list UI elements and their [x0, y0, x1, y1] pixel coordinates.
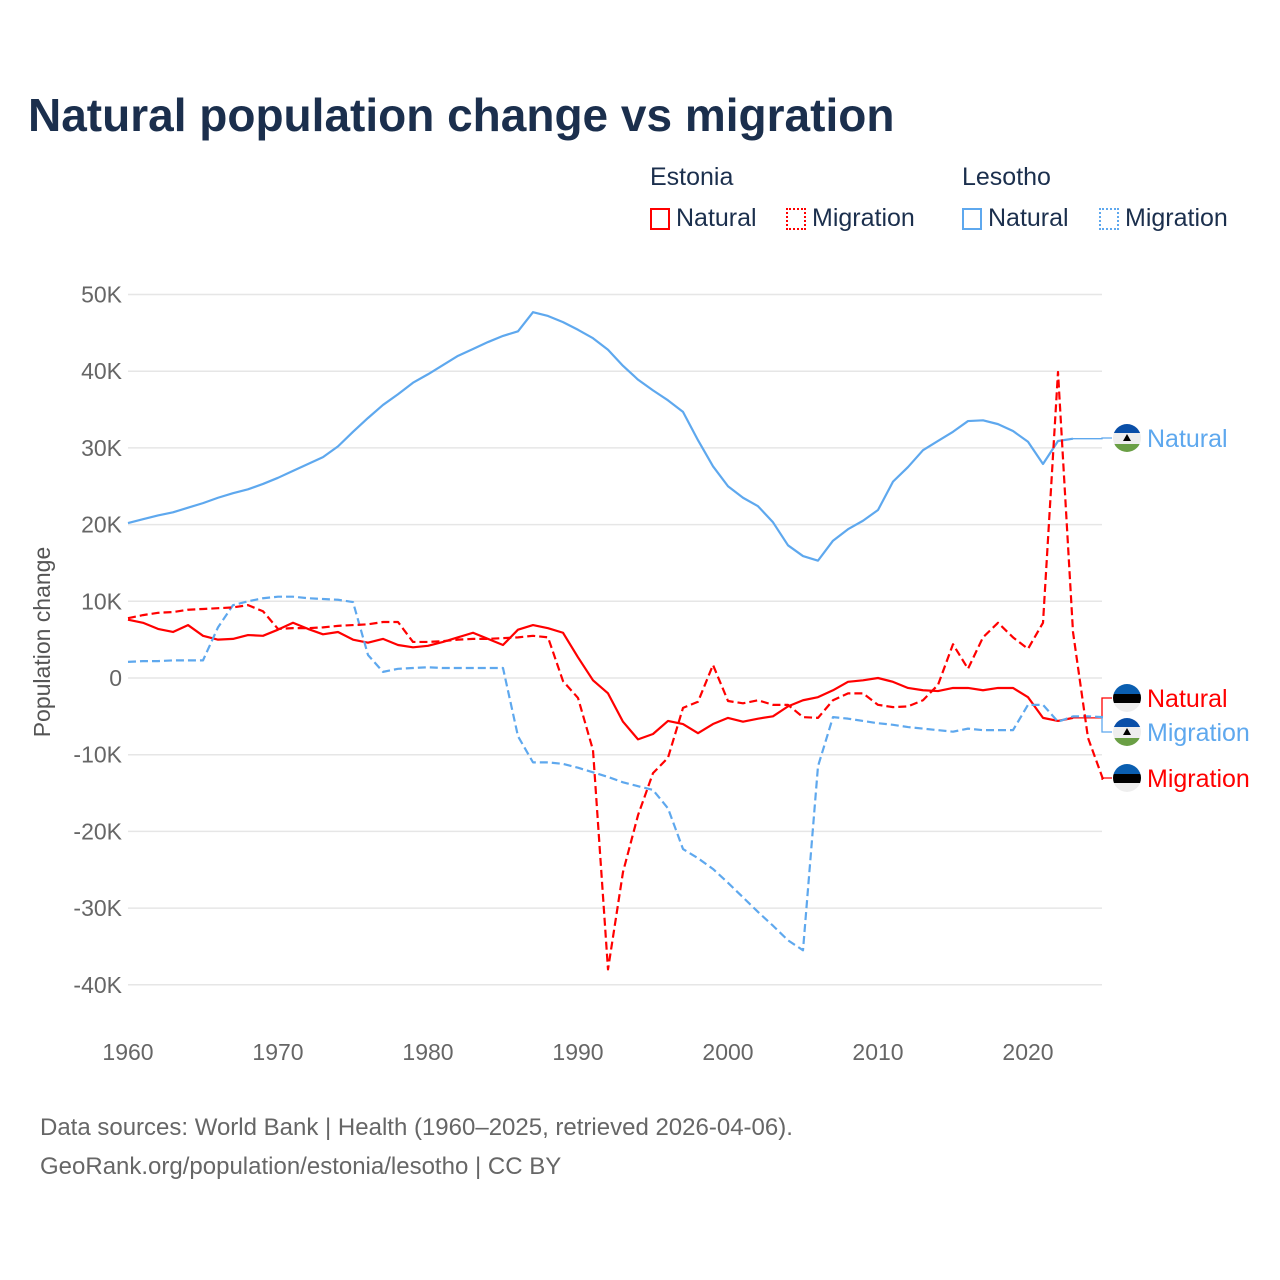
label-leader: [1073, 697, 1112, 719]
legend-swatch-dotted: [786, 207, 806, 230]
source-link[interactable]: GeoRank.org/population/estonia/lesotho |…: [40, 1153, 562, 1180]
label-leader: [1073, 437, 1112, 440]
series-end-label: Migration: [1147, 719, 1250, 747]
legend-estonia-natural[interactable]: Natural: [650, 204, 757, 233]
legend-swatch-dotted: [1099, 207, 1119, 230]
series-line-lesotho-natural: [127, 311, 1074, 562]
line-chart: Population change 50K 40K 30K 20K 10K 0 -10K -2…: [29, 282, 1250, 1066]
y-tick-label: 40K: [81, 358, 123, 384]
y-tick-label: 50K: [81, 282, 123, 308]
legend-label: Migration: [1125, 204, 1228, 232]
source-note: Data sources: World Bank | Health (1960–…: [40, 1108, 793, 1186]
x-tick-label: 2000: [702, 1039, 753, 1065]
legend-swatch-solid: [962, 207, 982, 230]
y-tick-label: -30K: [73, 895, 122, 921]
estonia-flag-icon: [1113, 684, 1141, 712]
legend-group-lesotho: Lesotho: [962, 163, 1051, 191]
series-line-lesotho-migration: [127, 595, 1104, 952]
y-tick-label: -20K: [73, 818, 122, 844]
y-tick-label: 30K: [81, 435, 123, 461]
label-leader: [1101, 777, 1112, 780]
series-line-estonia-migration: [127, 370, 1105, 971]
legend-group-estonia: Estonia: [650, 163, 734, 191]
series-line-estonia-natural: [127, 618, 1074, 741]
legend-swatch-solid: [650, 207, 670, 230]
y-tick-label: 10K: [81, 588, 123, 614]
legend-label: Migration: [812, 204, 915, 232]
x-tick-label: 1960: [102, 1039, 153, 1065]
estonia-flag-icon: [1113, 764, 1141, 792]
x-tick-label: 1970: [252, 1039, 303, 1065]
x-tick-label: 1990: [552, 1039, 603, 1065]
series-end-label: Natural: [1147, 425, 1228, 453]
legend-lesotho-migration[interactable]: Migration: [1099, 204, 1228, 233]
legend-lesotho-natural[interactable]: Natural: [962, 204, 1069, 233]
lesotho-flag-icon: [1113, 424, 1141, 452]
source-line: Data sources: World Bank | Health (1960–…: [40, 1114, 793, 1141]
y-tick-label: -40K: [73, 972, 122, 998]
x-tick-label: 2020: [1002, 1039, 1053, 1065]
series-end-label: Migration: [1147, 765, 1250, 793]
y-axis-label: Population change: [29, 547, 55, 738]
y-tick-label: 20K: [81, 512, 123, 538]
y-tick-label: -10K: [73, 742, 122, 768]
x-tick-label: 2010: [852, 1039, 903, 1065]
x-tick-label: 1980: [402, 1039, 453, 1065]
series-end-label: Natural: [1147, 685, 1228, 713]
legend-estonia-migration[interactable]: Migration: [786, 204, 915, 233]
chart-title: Natural population change vs migration: [28, 89, 895, 141]
legend-label: Natural: [676, 204, 757, 232]
y-tick-label: 0: [109, 665, 122, 691]
lesotho-flag-icon: [1113, 718, 1141, 746]
legend-label: Natural: [988, 204, 1069, 232]
label-leader: [1101, 716, 1112, 733]
